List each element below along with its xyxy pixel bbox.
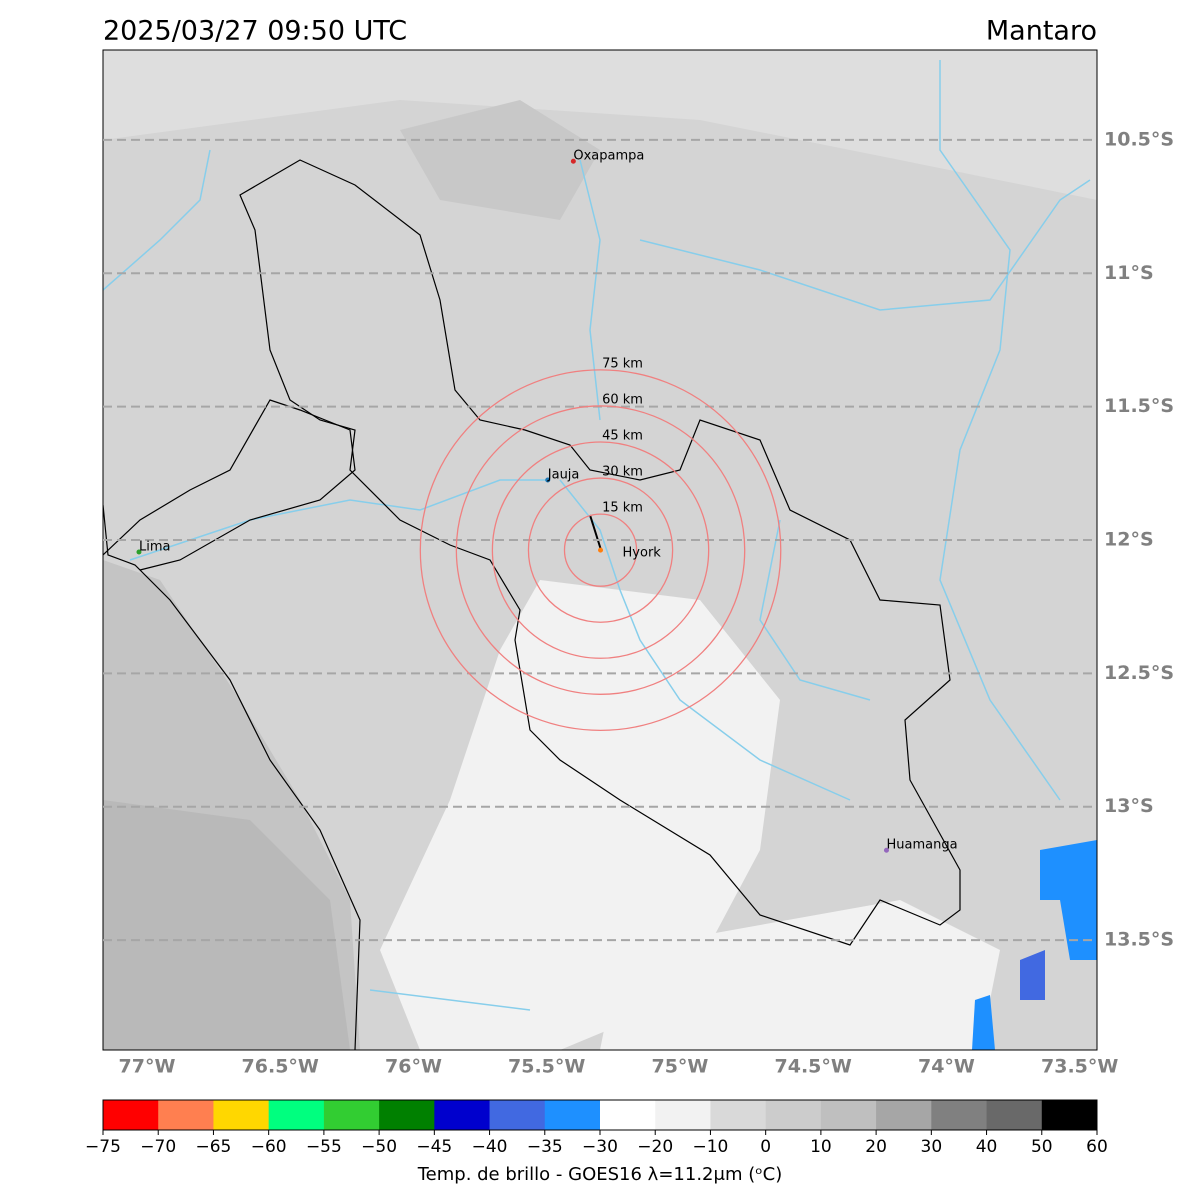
colorbar-segment — [213, 1100, 270, 1130]
colorbar-tick-label: −65 — [195, 1137, 231, 1157]
region-name: Mantaro — [986, 16, 1097, 47]
colorbar-tick-label: −75 — [85, 1137, 121, 1157]
city-label: Oxapampa — [573, 149, 644, 164]
ring-label: 15 km — [602, 501, 643, 516]
map-background — [103, 50, 1097, 1050]
colorbar-segment — [158, 1100, 214, 1130]
city-label: Huamanga — [886, 838, 957, 853]
colorbar-segment — [323, 1100, 380, 1130]
colorbar-tick-label: 0 — [760, 1137, 771, 1157]
city-label: Hyork — [623, 546, 662, 561]
lat-label: 13.5°S — [1104, 929, 1174, 951]
colorbar-tick-label: 50 — [1031, 1137, 1053, 1157]
colorbar-tick-label: −60 — [251, 1137, 287, 1157]
colorbar-segment — [765, 1100, 822, 1130]
range-ring — [491, 441, 710, 659]
lon-label: 74.5°W — [775, 1056, 852, 1078]
lon-label: 77°W — [119, 1056, 176, 1078]
colorbar-segment — [434, 1100, 491, 1130]
lon-label: 76°W — [385, 1056, 442, 1078]
colorbar-segment — [931, 1100, 988, 1130]
range-ring — [455, 405, 746, 695]
colorbar-segment — [876, 1100, 932, 1130]
colorbar-tick-label: −30 — [582, 1137, 618, 1157]
lon-label: 76.5°W — [242, 1056, 319, 1078]
title: 2025/03/27 09:50 UTC — [103, 16, 407, 47]
colorbar-tick-label: −20 — [637, 1137, 673, 1157]
ring-label: 60 km — [602, 392, 643, 407]
city-marker — [570, 158, 576, 164]
colorbar-segment — [710, 1100, 767, 1130]
colorbar-tick-label: −35 — [527, 1137, 563, 1157]
colorbar-segment — [268, 1100, 325, 1130]
colorbar-segment — [544, 1100, 601, 1130]
lat-label: 11.5°S — [1104, 395, 1174, 417]
colorbar-tick-label: 10 — [810, 1137, 832, 1157]
colorbar-label: Temp. de brillo - GOES16 λ=11.2μm (ᵒC) — [417, 1164, 783, 1185]
city-marker — [136, 549, 142, 555]
lon-label: 74°W — [918, 1056, 975, 1078]
colorbar-segment — [1041, 1100, 1098, 1130]
lon-label: 73.5°W — [1041, 1056, 1118, 1078]
city-marker — [545, 477, 551, 483]
lat-label: 10.5°S — [1104, 128, 1174, 150]
colorbar-segment — [379, 1100, 435, 1130]
colorbar-tick-label: 30 — [921, 1137, 943, 1157]
colorbar-tick-label: 60 — [1086, 1137, 1108, 1157]
colorbar-segment — [103, 1100, 159, 1130]
city-label: Jauja — [547, 467, 580, 482]
city-marker — [598, 547, 604, 553]
ring-label: 45 km — [602, 428, 643, 443]
colorbar-segment — [986, 1100, 1043, 1130]
colorbar-segment — [489, 1100, 546, 1130]
colorbar-tick-label: −55 — [306, 1137, 342, 1157]
colorbar-tick-label: −50 — [361, 1137, 397, 1157]
colorbar-segment — [655, 1100, 711, 1130]
colorbar-tick-label: −40 — [472, 1137, 508, 1157]
colorbar-segment — [820, 1100, 877, 1130]
map-frame — [102, 49, 1098, 1051]
ring-label: 75 km — [602, 356, 643, 371]
range-ring — [527, 477, 674, 623]
range-ring — [419, 369, 782, 732]
colorbar-segment — [600, 1100, 656, 1130]
city-label: Lima — [139, 540, 170, 555]
city-marker — [883, 847, 889, 853]
lon-label: 75°W — [651, 1056, 708, 1078]
ring-label: 30 km — [602, 465, 643, 480]
colorbar-tick-label: −45 — [416, 1137, 452, 1157]
colorbar-tick-label: 40 — [976, 1137, 998, 1157]
lat-label: 11°S — [1104, 262, 1154, 284]
lat-label: 12°S — [1104, 528, 1154, 550]
colorbar-tick-label: −10 — [692, 1137, 728, 1157]
colorbar-tick-label: 20 — [865, 1137, 887, 1157]
lon-label: 75.5°W — [508, 1056, 585, 1078]
lat-label: 12.5°S — [1104, 662, 1174, 684]
colorbar-tick-label: −70 — [140, 1137, 176, 1157]
range-ring — [563, 513, 638, 587]
lat-label: 13°S — [1104, 795, 1154, 817]
